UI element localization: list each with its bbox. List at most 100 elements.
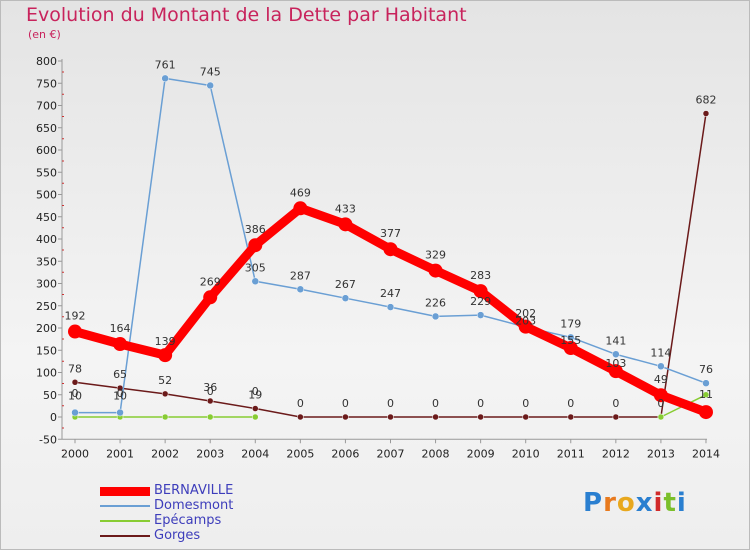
data-label-gorges: 0 <box>567 397 574 410</box>
y-tick-label: 200 <box>36 322 57 335</box>
data-label-domesmont: 226 <box>425 296 446 309</box>
data-point-bernaville <box>248 238 263 253</box>
data-point-domesmont <box>161 74 169 83</box>
data-label-bernaville: 139 <box>155 335 176 348</box>
data-point-domesmont <box>386 303 395 311</box>
y-tick-label: 0 <box>50 411 57 424</box>
data-point-domesmont <box>657 362 665 371</box>
x-tick-label: 2005 <box>286 447 314 460</box>
data-label-domesmont: 10 <box>113 390 127 403</box>
x-tick-label: 2002 <box>151 447 179 460</box>
legend-item-epcamps: Epécamps <box>100 513 300 528</box>
y-tick-label: 550 <box>36 166 57 179</box>
x-tick-label: 2011 <box>557 447 585 460</box>
x-tick-label: 2008 <box>422 447 450 460</box>
data-point-domesmont <box>296 285 305 294</box>
data-point-bernaville <box>653 388 668 403</box>
legend: BERNAVILLE Domesmont Epécamps Gorges <box>100 483 300 543</box>
data-label-gorges: 0 <box>387 397 394 410</box>
data-label-domesmont: 76 <box>699 363 713 376</box>
data-label-domesmont: 305 <box>245 261 266 274</box>
data-point-bernaville <box>473 284 488 299</box>
data-label-gorges: 36 <box>203 381 217 394</box>
data-label-bernaville: 329 <box>425 249 446 262</box>
data-label-gorges: 52 <box>158 374 172 387</box>
data-point-epcamps <box>161 413 169 421</box>
logo-letter: r <box>603 488 617 518</box>
data-point-bernaville <box>113 337 128 352</box>
x-tick-label: 2007 <box>376 447 404 460</box>
data-point-bernaville <box>608 364 623 379</box>
data-label-domesmont: 179 <box>560 317 581 330</box>
x-tick-label: 2000 <box>61 447 89 460</box>
data-label-gorges: 0 <box>657 397 664 410</box>
legend-item-gorges: Gorges <box>100 528 300 543</box>
x-tick-label: 2009 <box>467 447 495 460</box>
y-tick-label: 50 <box>43 389 57 402</box>
y-tick-label: 400 <box>36 233 57 246</box>
y-tick-label: 800 <box>36 55 57 68</box>
legend-swatch-epcamps <box>100 520 150 522</box>
data-point-bernaville <box>293 201 308 216</box>
data-label-bernaville: 192 <box>65 310 86 323</box>
data-label-bernaville: 103 <box>605 357 626 370</box>
y-tick-label: 600 <box>36 144 57 157</box>
legend-item-domesmont: Domesmont <box>100 498 300 513</box>
data-label-bernaville: 49 <box>654 373 668 386</box>
legend-label-gorges: Gorges <box>154 528 201 543</box>
chart-subtitle: (en €) <box>28 28 61 41</box>
data-label-bernaville: 155 <box>560 334 581 347</box>
y-tick-label: 250 <box>36 300 57 313</box>
y-tick-label: 150 <box>36 344 57 357</box>
proxiti-logo: Proxiti <box>583 488 687 518</box>
data-label-domesmont: 229 <box>470 295 491 308</box>
data-point-bernaville <box>518 319 533 334</box>
data-point-bernaville <box>698 405 713 420</box>
data-point-epcamps <box>702 391 710 398</box>
y-tick-label: 750 <box>36 77 57 90</box>
data-point-domesmont <box>431 312 440 321</box>
data-label-bernaville: 203 <box>515 315 536 328</box>
data-point-gorges <box>567 413 575 421</box>
data-label-bernaville: 386 <box>245 223 266 236</box>
data-point-domesmont <box>476 311 485 319</box>
data-label-gorges: 78 <box>68 362 82 375</box>
y-tick-label: 350 <box>36 255 57 268</box>
data-point-gorges <box>71 379 79 386</box>
legend-label-bernaville: BERNAVILLE <box>154 483 234 498</box>
data-point-gorges <box>612 413 620 421</box>
data-point-gorges <box>432 413 439 421</box>
legend-swatch-gorges <box>100 535 150 537</box>
data-label-epcamps: 0 <box>72 387 79 400</box>
legend-swatch-bernaville <box>100 486 150 496</box>
data-point-bernaville <box>383 242 398 257</box>
data-label-bernaville: 469 <box>290 186 311 199</box>
x-tick-label: 2014 <box>692 447 720 460</box>
data-label-domesmont: 745 <box>200 65 221 78</box>
data-label-bernaville: 283 <box>470 269 491 282</box>
y-tick-label: 450 <box>36 211 57 224</box>
data-point-domesmont <box>341 294 350 302</box>
data-point-epcamps <box>206 413 214 421</box>
x-tick-label: 2012 <box>602 447 630 460</box>
data-point-gorges <box>252 405 259 412</box>
chart-title: Evolution du Montant de la Dette par Hab… <box>26 4 467 26</box>
x-tick-label: 2001 <box>106 447 134 460</box>
data-point-bernaville <box>203 290 218 305</box>
logo-letter: t <box>663 488 677 518</box>
data-label-domesmont: 141 <box>605 334 626 347</box>
data-point-bernaville <box>563 341 578 356</box>
data-label-gorges: 0 <box>342 397 349 410</box>
data-label-domesmont: 247 <box>380 287 401 300</box>
legend-label-domesmont: Domesmont <box>154 498 234 513</box>
data-label-domesmont: 761 <box>155 58 176 71</box>
data-label-domesmont: 114 <box>650 346 671 359</box>
y-tick-label: 100 <box>36 367 57 380</box>
y-tick-label: 650 <box>36 122 57 135</box>
y-tick-label: 700 <box>36 100 57 113</box>
data-point-bernaville <box>338 217 353 232</box>
x-tick-label: 2010 <box>512 447 540 460</box>
data-point-domesmont <box>206 81 214 90</box>
legend-item-bernaville: BERNAVILLE <box>100 483 300 498</box>
